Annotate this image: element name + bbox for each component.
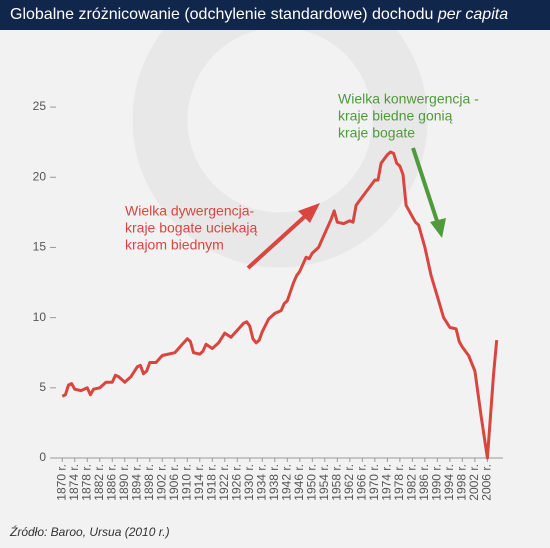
x-tick-label: 1954 r. <box>317 464 331 501</box>
x-tick-label: 1946 r. <box>292 464 306 501</box>
title-emphasis: per capita <box>437 6 508 23</box>
x-tick-label: 1926 r. <box>229 464 243 501</box>
arrow <box>411 147 440 225</box>
y-tick-label: 5 <box>39 380 46 394</box>
x-tick-label: 1882 r. <box>92 464 106 501</box>
x-tick-label: 1986 r. <box>417 464 431 501</box>
x-tick-label: 1994 r. <box>442 464 456 501</box>
x-tick-label: 1934 r. <box>254 464 268 501</box>
arrow <box>246 208 314 270</box>
y-tick-label: 25 <box>33 99 47 113</box>
x-tick-label: 1990 r. <box>430 464 444 501</box>
source: Źródło: Baroo, Ursua (2010 r.) <box>9 524 170 539</box>
annotation: kraje bogate <box>338 125 415 141</box>
x-tick-label: 1906 r. <box>167 464 181 501</box>
x-tick-label: 1962 r. <box>342 464 356 501</box>
x-tick-label: 1922 r. <box>217 464 231 501</box>
x-tick-label: 1910 r. <box>179 464 193 501</box>
annotation: kraje biedne gonią <box>338 108 453 124</box>
x-tick-label: 1966 r. <box>355 464 369 501</box>
annotation: krajom biednym <box>125 237 224 253</box>
x-tick-label: 1874 r. <box>67 464 81 501</box>
x-tick-label: 1898 r. <box>142 464 156 501</box>
y-tick-label: 20 <box>33 169 47 183</box>
y-tick-label: 10 <box>33 310 47 324</box>
x-tick-label: 1950 r. <box>304 464 318 501</box>
x-tick-label: 1982 r. <box>405 464 419 501</box>
x-tick-label: 1930 r. <box>242 464 256 501</box>
x-tick-label: 1886 r. <box>104 464 118 501</box>
x-tick-label: 1878 r. <box>79 464 93 501</box>
arrow-head <box>298 203 320 223</box>
x-tick-label: 1894 r. <box>129 464 143 501</box>
x-tick-label: 1938 r. <box>267 464 281 501</box>
title-bar <box>0 0 550 30</box>
arrow-head <box>430 218 446 238</box>
x-tick-label: 1870 r. <box>54 464 68 501</box>
x-tick-label: 1918 r. <box>204 464 218 501</box>
y-tick-label: 15 <box>33 240 47 254</box>
y-tick-label: 0 <box>39 450 46 464</box>
x-tick-label: 1978 r. <box>392 464 406 501</box>
x-tick-label: 1942 r. <box>279 464 293 501</box>
x-tick-label: 1914 r. <box>192 464 206 501</box>
x-tick-label: 1970 r. <box>367 464 381 501</box>
x-tick-label: 2002 r. <box>467 464 481 501</box>
x-tick-label: 2006 r. <box>480 464 494 501</box>
x-tick-label: 1974 r. <box>380 464 394 501</box>
x-tick-label: 1998 r. <box>455 464 469 501</box>
chart-title: Globalne zróżnicowanie (odchylenie stand… <box>10 6 508 23</box>
x-tick-label: 1958 r. <box>330 464 344 501</box>
annotation: Wielka dywergencja- <box>125 203 254 219</box>
title-text: Globalne zróżnicowanie (odchylenie stand… <box>10 6 433 23</box>
x-tick-label: 1902 r. <box>154 464 168 501</box>
line <box>61 150 499 460</box>
x-tick-label: 1890 r. <box>117 464 131 501</box>
annotation: Wielka konwergencja - <box>338 91 479 107</box>
annotation: kraje bogate uciekają <box>125 220 258 236</box>
